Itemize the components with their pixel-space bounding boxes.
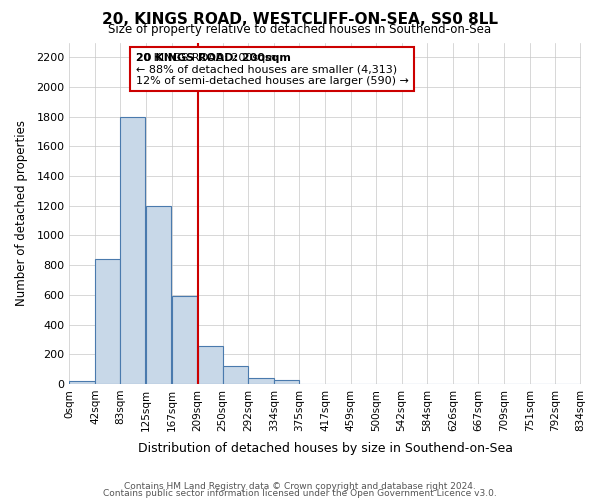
Text: Contains HM Land Registry data © Crown copyright and database right 2024.: Contains HM Land Registry data © Crown c… bbox=[124, 482, 476, 491]
Bar bbox=[95, 259, 121, 384]
Bar bbox=[197, 346, 223, 384]
Text: 20 KINGS ROAD: 200sqm
← 88% of detached houses are smaller (4,313)
12% of semi-d: 20 KINGS ROAD: 200sqm ← 88% of detached … bbox=[136, 52, 409, 86]
Bar bbox=[121, 116, 145, 384]
Text: Contains public sector information licensed under the Open Government Licence v3: Contains public sector information licen… bbox=[103, 489, 497, 498]
X-axis label: Distribution of detached houses by size in Southend-on-Sea: Distribution of detached houses by size … bbox=[137, 442, 512, 455]
Bar bbox=[248, 378, 274, 384]
Bar bbox=[70, 381, 95, 384]
Bar bbox=[146, 206, 171, 384]
Y-axis label: Number of detached properties: Number of detached properties bbox=[15, 120, 28, 306]
Text: 20, KINGS ROAD, WESTCLIFF-ON-SEA, SS0 8LL: 20, KINGS ROAD, WESTCLIFF-ON-SEA, SS0 8L… bbox=[102, 12, 498, 28]
Bar bbox=[172, 296, 197, 384]
Text: Size of property relative to detached houses in Southend-on-Sea: Size of property relative to detached ho… bbox=[109, 22, 491, 36]
Bar bbox=[274, 380, 299, 384]
Text: 20 KINGS ROAD: 200sqm: 20 KINGS ROAD: 200sqm bbox=[136, 52, 291, 86]
Bar bbox=[223, 366, 248, 384]
